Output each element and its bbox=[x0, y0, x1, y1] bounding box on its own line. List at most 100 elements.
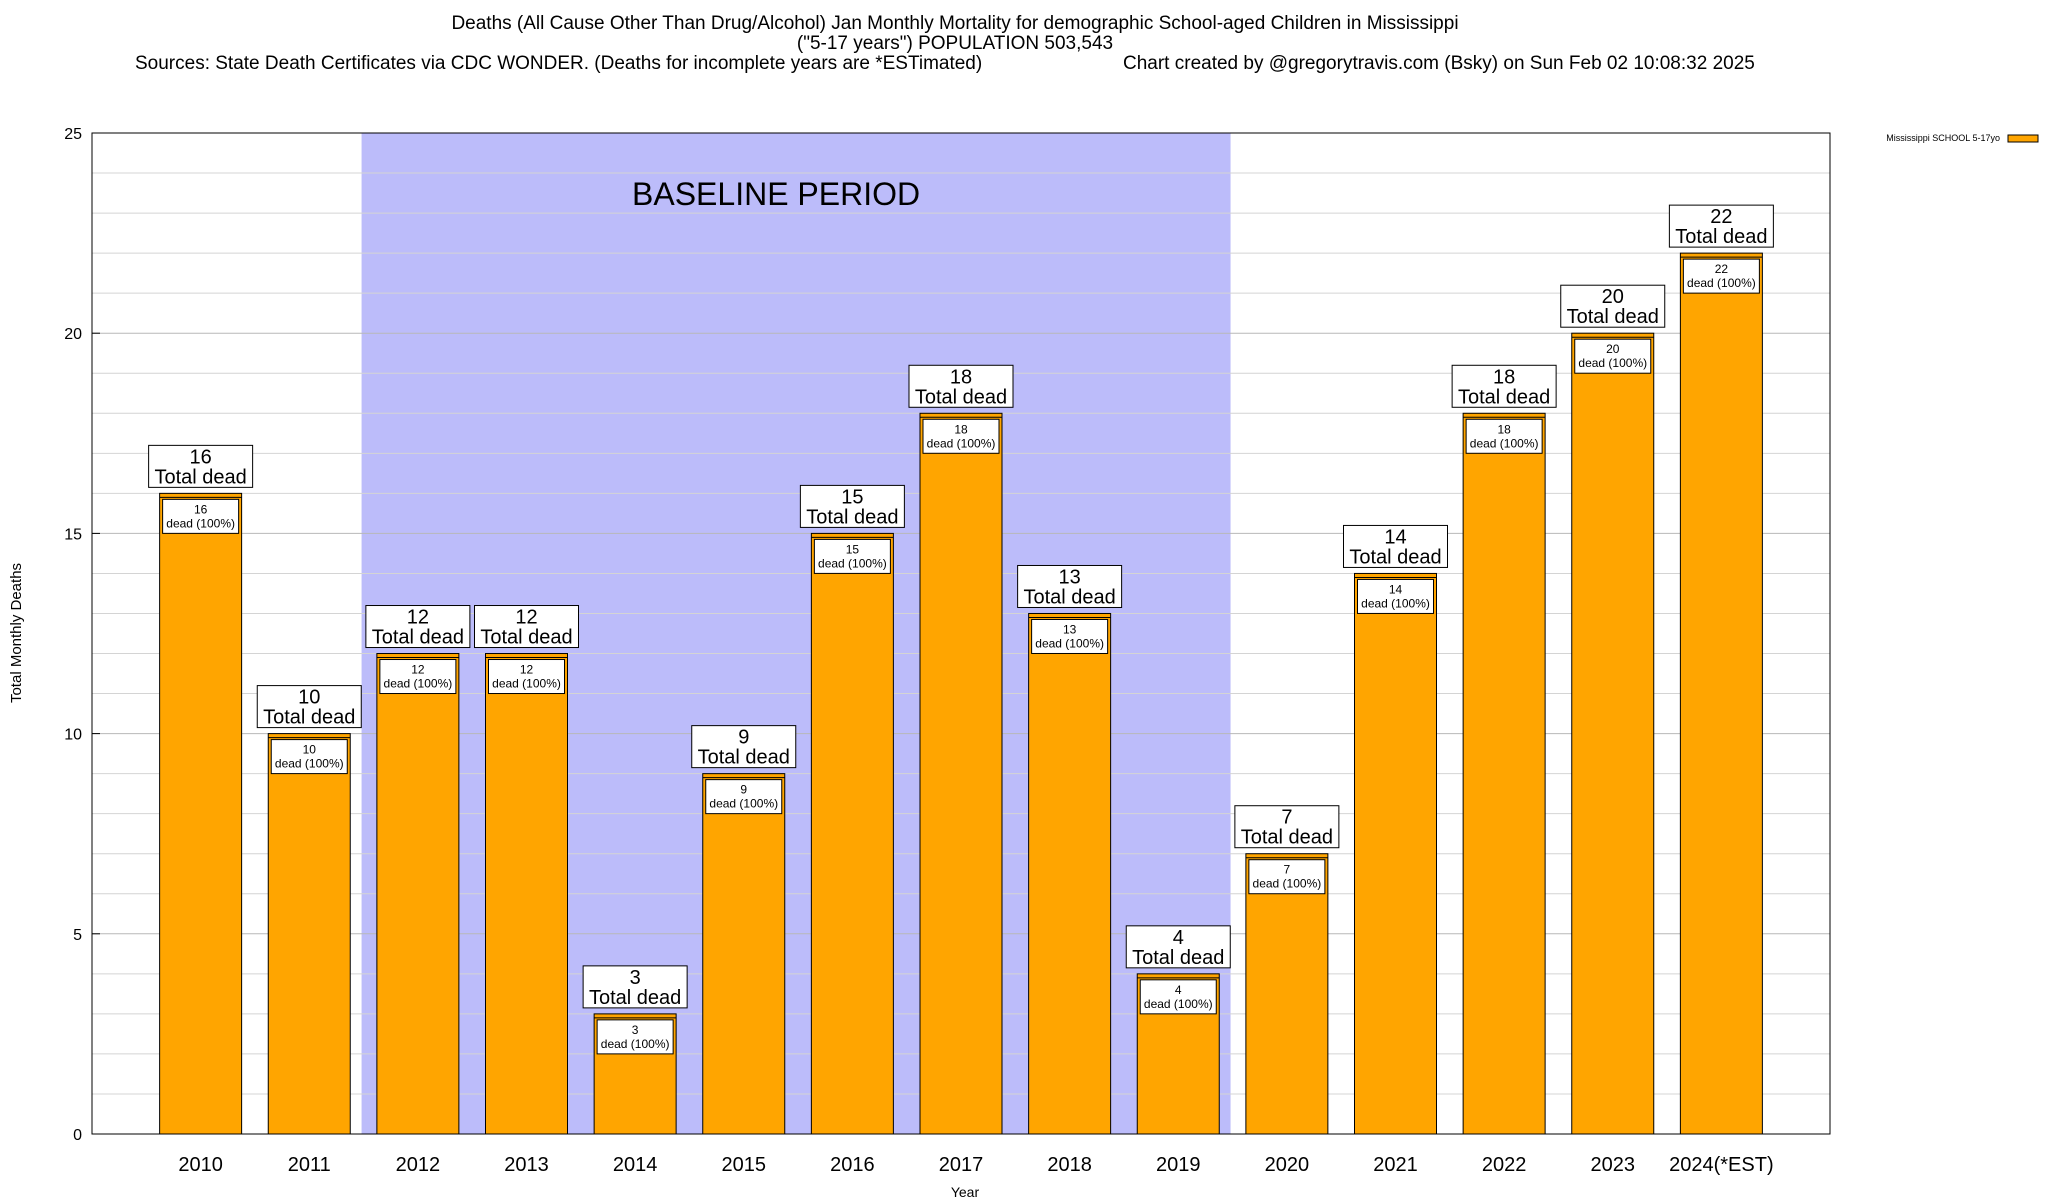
total-label-box bbox=[1017, 564, 1123, 608]
inner-label-box bbox=[162, 498, 240, 534]
total-label-box bbox=[256, 685, 362, 729]
x-axis-label: Year bbox=[951, 1184, 980, 1200]
bar bbox=[485, 653, 568, 1135]
x-tick-label: 2022 bbox=[1482, 1154, 1527, 1176]
y-tick-label: 15 bbox=[64, 526, 82, 543]
inner-label-box bbox=[379, 659, 457, 695]
total-label-box bbox=[1125, 925, 1231, 969]
inner-label-text: dead (100%) bbox=[1687, 276, 1756, 290]
inner-label-box bbox=[1139, 979, 1217, 1015]
inner-label-box bbox=[1682, 258, 1760, 294]
total-label-box bbox=[1668, 204, 1774, 248]
inner-label-value: 12 bbox=[411, 663, 425, 677]
inner-label-box bbox=[1574, 338, 1652, 374]
total-label-box bbox=[1343, 524, 1448, 568]
inner-label-box bbox=[488, 659, 565, 695]
total-label-value: 9 bbox=[738, 727, 749, 749]
bar bbox=[919, 412, 1003, 1135]
inner-label-text: dead (100%) bbox=[709, 797, 778, 811]
inner-label-box bbox=[596, 1019, 674, 1055]
total-label-text: Total dead bbox=[480, 627, 572, 649]
inner-label-text: dead (100%) bbox=[166, 516, 235, 530]
total-label-box bbox=[799, 484, 905, 528]
chart-title-line-1: Deaths (All Cause Other Than Drug/Alcoho… bbox=[451, 13, 1459, 34]
inner-label-box bbox=[1248, 859, 1326, 895]
inner-label-text: dead (100%) bbox=[818, 556, 887, 570]
inner-label-text: dead (100%) bbox=[1578, 356, 1647, 370]
inner-label-value: 9 bbox=[740, 783, 747, 797]
inner-label-value: 13 bbox=[1063, 622, 1077, 636]
inner-label-text: dead (100%) bbox=[1035, 636, 1104, 650]
bar bbox=[267, 733, 351, 1135]
total-label-value: 16 bbox=[190, 446, 212, 468]
inner-label-box bbox=[813, 538, 891, 574]
x-tick-label: 2011 bbox=[288, 1154, 331, 1176]
bar bbox=[1028, 612, 1112, 1135]
total-label-value: 10 bbox=[298, 687, 320, 709]
total-label-box bbox=[1234, 805, 1340, 849]
total-label-text: Total dead bbox=[589, 987, 681, 1009]
x-tick-label: 2015 bbox=[722, 1154, 767, 1176]
total-label-text: Total dead bbox=[154, 466, 246, 488]
bar bbox=[1571, 332, 1655, 1135]
total-label-text: Total dead bbox=[372, 627, 464, 649]
y-tick-label: 25 bbox=[64, 126, 82, 143]
inner-label-value: 7 bbox=[1284, 863, 1291, 877]
y-axis-label: Total Monthly Deaths bbox=[8, 563, 25, 703]
inner-label-value: 4 bbox=[1175, 983, 1182, 997]
x-tick-label: 2017 bbox=[939, 1154, 984, 1176]
total-label-value: 3 bbox=[630, 967, 641, 989]
total-label-value: 12 bbox=[407, 607, 429, 629]
total-label-box bbox=[474, 605, 579, 649]
inner-label-text: dead (100%) bbox=[275, 757, 344, 771]
chart-credit-note: Chart created by @gregorytravis.com (Bsk… bbox=[1123, 53, 1755, 74]
total-label-text: Total dead bbox=[1567, 306, 1659, 328]
inner-label-text: dead (100%) bbox=[1470, 436, 1539, 450]
legend-swatch bbox=[2007, 134, 2039, 143]
total-label-text: Total dead bbox=[698, 747, 790, 769]
total-label-text: Total dead bbox=[1675, 226, 1767, 248]
x-tick-label: 2010 bbox=[178, 1154, 223, 1176]
total-label-text: Total dead bbox=[1241, 827, 1333, 849]
total-label-box bbox=[582, 965, 688, 1009]
inner-label-box bbox=[270, 739, 348, 775]
inner-label-box bbox=[1357, 578, 1434, 614]
chart-sources-note: Sources: State Death Certificates via CD… bbox=[135, 53, 983, 74]
legend-label: Mississippi SCHOOL 5-17yo bbox=[1886, 133, 2000, 143]
total-label-value: 14 bbox=[1384, 526, 1406, 548]
total-label-value: 18 bbox=[950, 366, 972, 388]
x-tick-label: 2016 bbox=[830, 1154, 875, 1176]
total-label-text: Total dead bbox=[1132, 947, 1224, 969]
inner-label-box bbox=[705, 779, 783, 815]
inner-label-text: dead (100%) bbox=[1361, 596, 1430, 610]
total-label-text: Total dead bbox=[1458, 386, 1550, 408]
inner-label-text: dead (100%) bbox=[927, 436, 996, 450]
total-label-box bbox=[691, 725, 797, 769]
total-label-box bbox=[365, 605, 471, 649]
inner-label-value: 18 bbox=[954, 422, 968, 436]
x-tick-label: 2013 bbox=[504, 1154, 549, 1176]
x-tick-label: 2018 bbox=[1047, 1154, 1092, 1176]
y-tick-label: 0 bbox=[73, 1127, 82, 1144]
bar bbox=[376, 653, 460, 1135]
inner-label-value: 12 bbox=[520, 663, 534, 677]
inner-label-value: 18 bbox=[1497, 422, 1511, 436]
total-label-text: Total dead bbox=[806, 506, 898, 528]
total-label-value: 7 bbox=[1281, 807, 1292, 829]
x-tick-label: 2012 bbox=[396, 1154, 441, 1176]
y-tick-label: 20 bbox=[64, 326, 82, 343]
inner-label-box bbox=[1465, 418, 1543, 454]
x-tick-label: 2019 bbox=[1156, 1154, 1201, 1176]
x-tick-label: 2023 bbox=[1591, 1154, 1636, 1176]
y-tick-label: 10 bbox=[64, 727, 82, 744]
total-label-value: 13 bbox=[1059, 566, 1081, 588]
bar bbox=[810, 532, 894, 1135]
inner-label-value: 3 bbox=[632, 1023, 639, 1037]
inner-label-value: 10 bbox=[303, 743, 317, 757]
bar bbox=[1462, 412, 1546, 1135]
inner-label-box bbox=[1031, 618, 1109, 654]
total-label-box bbox=[1451, 364, 1557, 408]
total-label-value: 4 bbox=[1173, 927, 1184, 949]
inner-label-text: dead (100%) bbox=[1253, 877, 1322, 891]
